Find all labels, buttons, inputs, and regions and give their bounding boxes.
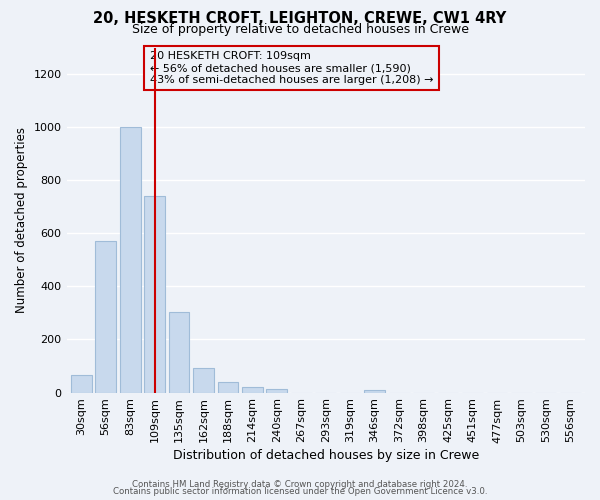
Bar bbox=[71, 376, 92, 392]
X-axis label: Distribution of detached houses by size in Crewe: Distribution of detached houses by size … bbox=[173, 450, 479, 462]
Bar bbox=[218, 382, 238, 392]
Bar bbox=[266, 388, 287, 392]
Y-axis label: Number of detached properties: Number of detached properties bbox=[15, 127, 28, 313]
Bar bbox=[169, 312, 190, 392]
Text: 20, HESKETH CROFT, LEIGHTON, CREWE, CW1 4RY: 20, HESKETH CROFT, LEIGHTON, CREWE, CW1 … bbox=[94, 11, 506, 26]
Text: Contains public sector information licensed under the Open Government Licence v3: Contains public sector information licen… bbox=[113, 488, 487, 496]
Text: Size of property relative to detached houses in Crewe: Size of property relative to detached ho… bbox=[131, 24, 469, 36]
Text: Contains HM Land Registry data © Crown copyright and database right 2024.: Contains HM Land Registry data © Crown c… bbox=[132, 480, 468, 489]
Bar bbox=[193, 368, 214, 392]
Bar bbox=[144, 196, 165, 392]
Bar bbox=[95, 242, 116, 392]
Bar bbox=[364, 390, 385, 392]
Bar bbox=[120, 127, 140, 392]
Text: 20 HESKETH CROFT: 109sqm
← 56% of detached houses are smaller (1,590)
43% of sem: 20 HESKETH CROFT: 109sqm ← 56% of detach… bbox=[149, 52, 433, 84]
Bar bbox=[242, 388, 263, 392]
